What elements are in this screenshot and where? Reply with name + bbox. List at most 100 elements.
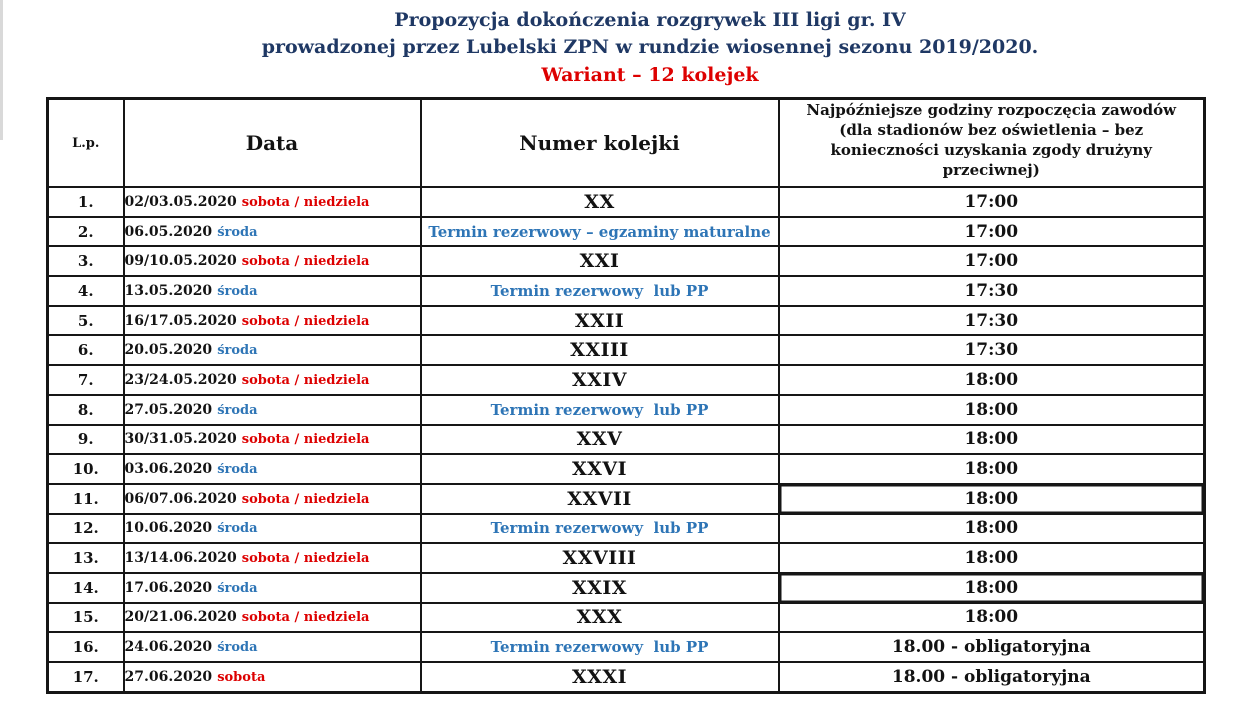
date-value: 03.06.2020	[124, 461, 213, 478]
row-number-cell: 4.	[46, 275, 125, 307]
reserve-round-cell: Termin rezerwowy lub PP	[419, 275, 780, 307]
weekday-label: środa	[217, 640, 258, 656]
date-value: 24.06.2020	[124, 639, 213, 656]
row-number-cell: 12.	[46, 512, 125, 545]
row-number-cell: 5.	[46, 304, 125, 337]
variant-line: Wariant – 12 kolejek	[541, 64, 759, 86]
scan-artifact	[0, 0, 3, 140]
date-value: 06/07.06.2020	[124, 490, 237, 507]
round-number-cell: XXII	[419, 304, 780, 337]
row-number-cell: 9.	[46, 423, 125, 456]
date-cell: 20.05.2020 środa	[122, 334, 422, 367]
row-number-cell: 11.	[46, 482, 125, 515]
start-time-cell: 18:00	[777, 482, 1206, 515]
schedule-table-header: L.p. Data Numer kolejki Najpóźniejsze go…	[46, 97, 1206, 188]
row-number-cell: 1.	[46, 186, 125, 218]
title-line-1: Propozycja dokończenia rozgrywek III lig…	[394, 9, 906, 31]
date-value: 27.06.2020	[124, 668, 213, 685]
start-time-cell: 17:00	[777, 186, 1206, 218]
start-time-cell: 18.00 - obligatoryjna	[777, 631, 1206, 663]
round-number-cell: XXIV	[419, 364, 780, 396]
start-time-cell: 18:00	[777, 601, 1206, 634]
round-number-cell: XXX	[419, 601, 780, 634]
round-number-cell: XXIII	[419, 334, 780, 367]
row-number-cell: 7.	[46, 364, 125, 396]
date-value: 10.06.2020	[124, 520, 213, 537]
table-row: 12. 10.06.2020 środa Termin rezerwowy lub P…	[46, 512, 1206, 545]
start-time-cell: 18.00 - obligatoryjna	[777, 660, 1206, 694]
table-row: 8. 27.05.2020 środa Termin rezerwowy lub PP…	[46, 393, 1206, 426]
date-value: 27.05.2020	[124, 401, 213, 418]
date-value: 06.05.2020	[124, 223, 213, 240]
date-cell: 24.06.2020 środa	[122, 631, 422, 663]
round-number-cell: XXIX	[419, 571, 780, 604]
round-number-cell: XXV	[419, 423, 780, 456]
date-cell: 27.05.2020 środa	[122, 393, 422, 426]
table-row: 11. 06/07.06.2020 sobota / niedziela XXVII 1…	[46, 482, 1206, 515]
row-number-cell: 13.	[46, 542, 125, 574]
table-row: 6. 20.05.2020 środa XXIII 17:30	[46, 334, 1206, 367]
table-row: 15. 20/21.06.2020 sobota / niedziela XXX 18:…	[46, 601, 1206, 634]
table-row: 14. 17.06.2020 środa XXIX 18:00	[46, 571, 1206, 604]
round-number-cell: XXVIII	[419, 542, 780, 574]
start-time-cell: 18:00	[777, 393, 1206, 426]
date-cell: 20/21.06.2020 sobota / niedziela	[122, 601, 422, 634]
document-title: Propozycja dokończenia rozgrywek III lig…	[20, 7, 1260, 88]
round-number-cell: XX	[419, 186, 780, 218]
row-number-cell: 17.	[46, 660, 125, 694]
weekday-label: sobota / niedziela	[241, 254, 370, 270]
date-cell: 17.06.2020 środa	[122, 571, 422, 604]
reserve-round-cell: Termin rezerwowy lub PP	[419, 512, 780, 545]
date-value: 13.05.2020	[124, 282, 213, 299]
weekday-label: sobota / niedziela	[241, 432, 370, 448]
table-row: 13. 13/14.06.2020 sobota / niedziela XXVIII…	[46, 542, 1206, 574]
header-lp: L.p.	[46, 97, 125, 188]
date-cell: 06.05.2020 środa	[122, 215, 422, 248]
start-time-cell: 17:30	[777, 304, 1206, 337]
start-time-cell: 17:00	[777, 245, 1206, 278]
date-value: 20/21.06.2020	[124, 609, 237, 626]
start-time-cell: 18:00	[777, 512, 1206, 545]
header-round: Numer kolejki	[419, 97, 780, 188]
date-cell: 02/03.05.2020 sobota / niedziela	[122, 186, 422, 218]
row-number-cell: 8.	[46, 393, 125, 426]
date-cell: 27.06.2020 sobota	[122, 660, 422, 694]
weekday-label: środa	[217, 224, 258, 240]
round-number-cell: XXVII	[419, 482, 780, 515]
date-value: 30/31.05.2020	[124, 431, 237, 448]
table-row: 7. 23/24.05.2020 sobota / niedziela XXIV 18:…	[46, 364, 1206, 396]
row-number-cell: 10.	[46, 453, 125, 485]
weekday-label: środa	[217, 283, 258, 299]
table-row: 3. 09/10.05.2020 sobota / niedziela XXI 17:0…	[46, 245, 1206, 278]
start-time-cell: 17:00	[777, 215, 1206, 248]
date-cell: 10.06.2020 środa	[122, 512, 422, 545]
weekday-label: środa	[217, 462, 258, 478]
date-value: 13/14.06.2020	[124, 550, 237, 567]
date-value: 20.05.2020	[124, 342, 213, 359]
table-row: 16. 24.06.2020 środa Termin rezerwowy lub P…	[46, 631, 1206, 663]
table-row: 4. 13.05.2020 środa Termin rezerwowy lub PP…	[46, 275, 1206, 307]
weekday-label: sobota	[217, 669, 266, 685]
weekday-label: sobota / niedziela	[241, 372, 370, 388]
table-row: 5. 16/17.05.2020 sobota / niedziela XXII 17:…	[46, 304, 1206, 337]
row-number-cell: 15.	[46, 601, 125, 634]
date-cell: 13/14.06.2020 sobota / niedziela	[122, 542, 422, 574]
title-line-2: prowadzonej przez Lubelski ZPN w rundzie…	[261, 36, 1039, 58]
weekday-label: sobota / niedziela	[241, 551, 370, 567]
date-cell: 09/10.05.2020 sobota / niedziela	[122, 245, 422, 278]
reserve-round-cell: Termin rezerwowy lub PP	[419, 393, 780, 426]
row-number-cell: 3.	[46, 245, 125, 278]
start-time-cell: 17:30	[777, 275, 1206, 307]
weekday-label: środa	[217, 402, 258, 418]
table-row: 9. 30/31.05.2020 sobota / niedziela XXV 18:0…	[46, 423, 1206, 456]
start-time-cell: 18:00	[777, 571, 1206, 604]
table-row: 1. 02/03.05.2020 sobota / niedziela XX 17:00	[46, 186, 1206, 218]
row-number-cell: 6.	[46, 334, 125, 367]
date-cell: 06/07.06.2020 sobota / niedziela	[122, 482, 422, 515]
date-value: 17.06.2020	[124, 579, 213, 596]
weekday-label: środa	[217, 343, 258, 359]
row-number-cell: 14.	[46, 571, 125, 604]
round-number-cell: XXVI	[419, 453, 780, 485]
row-number-cell: 2.	[46, 215, 125, 248]
